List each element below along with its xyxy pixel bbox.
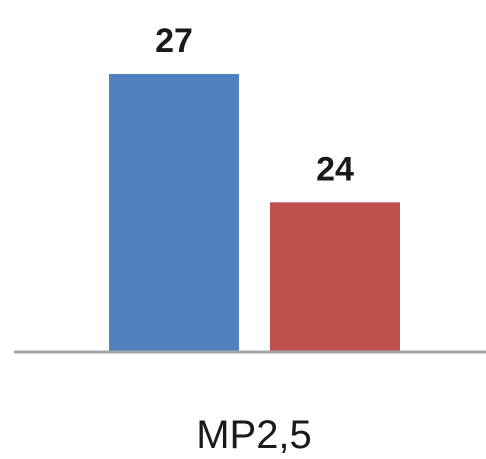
bar-series-1 [109, 74, 239, 352]
data-labels-group: 27 24 [155, 22, 354, 188]
data-label-series-2: 24 [316, 150, 354, 188]
data-label-series-1: 27 [155, 22, 193, 60]
bar-series-2 [270, 202, 400, 352]
bars-group [109, 74, 400, 352]
category-label: MP2,5 [196, 413, 312, 457]
